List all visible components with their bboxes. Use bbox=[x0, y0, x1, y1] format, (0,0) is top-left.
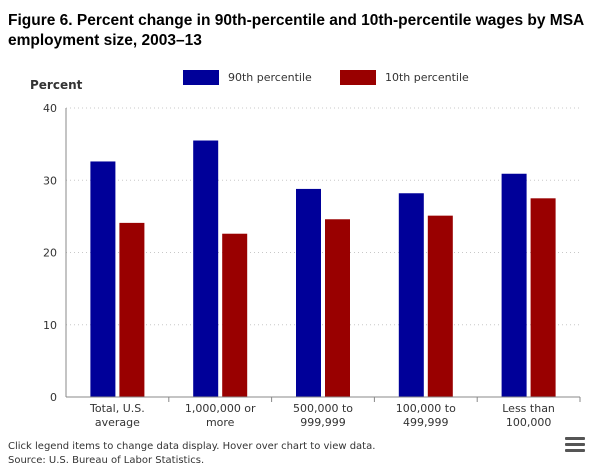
x-tick-label: Less than bbox=[502, 402, 555, 415]
bar-10th-percentile[interactable] bbox=[427, 215, 453, 397]
bar-10th-percentile[interactable] bbox=[222, 233, 248, 397]
legend-label[interactable]: 90th percentile bbox=[228, 71, 312, 84]
legend-label[interactable]: 10th percentile bbox=[385, 71, 469, 84]
axes bbox=[65, 108, 581, 402]
instruction-note: Click legend items to change data displa… bbox=[8, 441, 376, 452]
x-tick-label: 999,999 bbox=[300, 416, 346, 429]
legend[interactable]: 90th percentile 10th percentile bbox=[183, 70, 469, 85]
bar-90th-percentile[interactable] bbox=[90, 161, 116, 397]
y-axis-label: Percent bbox=[30, 78, 83, 92]
x-tick-label: 499,999 bbox=[403, 416, 449, 429]
bar-90th-percentile[interactable] bbox=[398, 193, 424, 397]
source-note: Source: U.S. Bureau of Labor Statistics. bbox=[8, 455, 205, 466]
y-tick-label: 0 bbox=[50, 391, 57, 404]
bar-90th-percentile[interactable] bbox=[501, 173, 527, 397]
x-tick-label: 500,000 to bbox=[293, 402, 353, 415]
x-tick-label: 100,000 to bbox=[396, 402, 456, 415]
y-tick-label: 10 bbox=[43, 319, 57, 332]
bar-10th-percentile[interactable] bbox=[530, 198, 556, 397]
x-tick-label: 100,000 bbox=[506, 416, 552, 429]
x-tick-label: average bbox=[95, 416, 140, 429]
legend-swatch[interactable] bbox=[183, 70, 219, 85]
bar-90th-percentile[interactable] bbox=[193, 140, 219, 397]
bar-90th-percentile[interactable] bbox=[296, 188, 321, 397]
legend-swatch[interactable] bbox=[340, 70, 376, 85]
x-tick-label: more bbox=[206, 416, 235, 429]
chart-title: Figure 6. Percent change in 90th-percent… bbox=[8, 12, 584, 49]
bar-10th-percentile[interactable] bbox=[119, 222, 145, 397]
y-tick-label: 30 bbox=[43, 174, 57, 187]
y-tick-label: 20 bbox=[43, 247, 57, 260]
x-tick-label: Total, U.S. bbox=[89, 402, 145, 415]
gridlines bbox=[66, 107, 580, 326]
hamburger-menu-icon[interactable] bbox=[565, 437, 585, 453]
bar-10th-percentile[interactable] bbox=[325, 219, 350, 397]
x-tick-label: 1,000,000 or bbox=[185, 402, 256, 415]
bars[interactable] bbox=[90, 140, 556, 397]
y-tick-label: 40 bbox=[43, 102, 57, 115]
y-axis-ticks: 0 10 20 30 40 bbox=[43, 102, 57, 404]
